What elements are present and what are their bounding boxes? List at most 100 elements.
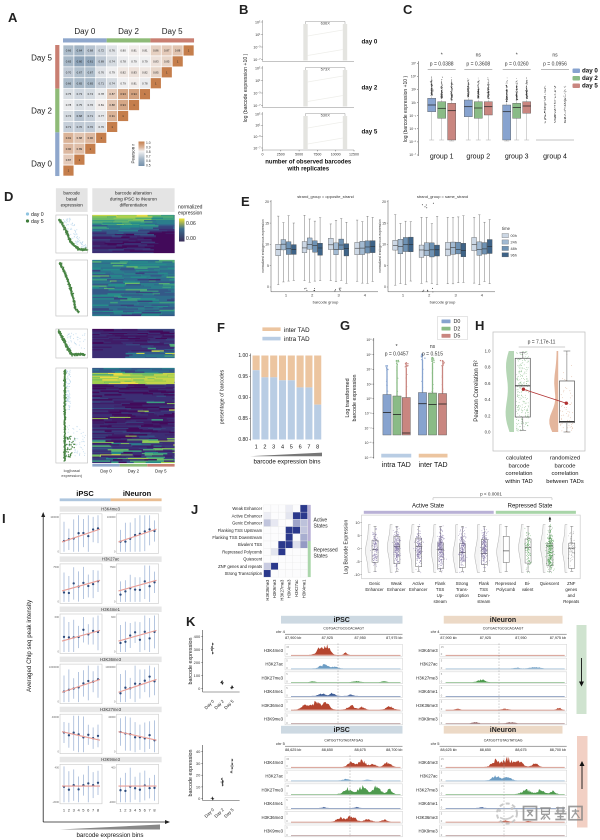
svg-text:Day 5: Day 5 (162, 27, 183, 36)
svg-text:strand_group = same_strand: strand_group = same_strand (417, 194, 468, 199)
svg-text:0: 0 (286, 666, 288, 670)
svg-text:0: 0 (441, 792, 443, 796)
svg-text:12500: 12500 (349, 153, 359, 157)
svg-text:and: and (568, 593, 576, 598)
svg-text:p = 0.0388: p = 0.0388 (430, 62, 454, 68)
svg-text:K: K (186, 614, 196, 629)
svg-text:0.79: 0.79 (120, 81, 126, 85)
svg-text:87,900 kb: 87,900 kb (440, 636, 456, 640)
svg-text:H3K9me3: H3K9me3 (418, 829, 438, 834)
svg-text:0.85: 0.85 (238, 416, 248, 422)
svg-text:2: 2 (68, 808, 71, 813)
svg-text:0.8: 0.8 (485, 365, 491, 370)
svg-text:636X: 636X (321, 21, 331, 26)
svg-text:0.9: 0.9 (146, 146, 151, 150)
svg-text:Active: Active (412, 581, 424, 586)
svg-text:H3K36me3: H3K36me3 (100, 657, 122, 662)
svg-text:300: 300 (194, 647, 201, 652)
svg-text:-2000: -2000 (109, 800, 116, 804)
svg-text:0.78: 0.78 (98, 92, 104, 96)
svg-text:1: 1 (68, 169, 70, 173)
svg-text:5: 5 (267, 264, 269, 268)
svg-text:intra TAD: intra TAD (382, 462, 411, 469)
svg-text:0: 0 (441, 707, 443, 711)
svg-text:10: 10 (265, 243, 269, 247)
svg-text:10⁰: 10⁰ (366, 397, 372, 401)
svg-text:chr 4: chr 4 (431, 629, 441, 634)
svg-text:expression: expression (61, 203, 84, 208)
svg-text:group 2: group 2 (466, 154, 490, 161)
svg-text:15: 15 (382, 221, 386, 225)
svg-text:H3K27ac: H3K27ac (265, 662, 284, 667)
svg-text:0.70: 0.70 (88, 125, 94, 129)
svg-text:88,650: 88,650 (322, 748, 333, 752)
svg-text:inter TAD: inter TAD (419, 462, 448, 469)
svg-text:Bi-: Bi- (525, 581, 531, 586)
svg-text:5: 5 (286, 771, 288, 775)
svg-text:0.85: 0.85 (164, 59, 170, 63)
svg-text:10⁻⁷: 10⁻⁷ (253, 104, 261, 108)
svg-text:0.87: 0.87 (66, 158, 72, 162)
svg-text:p = 0.0260: p = 0.0260 (505, 62, 529, 68)
svg-text:0: 0 (286, 805, 288, 809)
svg-text:0.72: 0.72 (98, 49, 104, 53)
svg-text:barcode alteration: barcode alteration (115, 191, 152, 196)
svg-text:Active State: Active State (412, 504, 445, 510)
svg-text:40: 40 (196, 749, 201, 754)
svg-text:0.88: 0.88 (109, 103, 115, 107)
svg-text:differentiation: differentiation (120, 203, 148, 208)
svg-text:10⁻³: 10⁻³ (253, 45, 261, 49)
svg-text:87,900 kb: 87,900 kb (285, 636, 301, 640)
svg-text:0: 0 (441, 778, 443, 782)
svg-text:1: 1 (166, 70, 168, 74)
svg-text:E: E (241, 194, 250, 209)
svg-text:5: 5 (139, 808, 142, 813)
svg-text:10⁻¹: 10⁻¹ (409, 114, 417, 118)
svg-text:stream: stream (434, 599, 448, 604)
svg-text:0.90: 0.90 (238, 395, 248, 401)
svg-text:time: time (502, 226, 511, 231)
svg-text:day 0: day 0 (362, 38, 378, 45)
svg-text:chr 5: chr 5 (276, 741, 286, 746)
svg-text:88,650: 88,650 (480, 748, 491, 752)
svg-text:7500: 7500 (53, 565, 59, 569)
svg-text:3: 3 (272, 445, 275, 451)
svg-text:40000: 40000 (108, 715, 116, 719)
svg-text:H3K9me3: H3K9me3 (264, 829, 284, 834)
svg-text:5: 5 (441, 686, 443, 690)
svg-text:2: 2 (263, 445, 266, 451)
svg-text:0: 0 (286, 819, 288, 823)
svg-text:H3K4me1: H3K4me1 (264, 689, 284, 694)
svg-text:0: 0 (441, 721, 443, 725)
svg-text:barcode expression: barcode expression (188, 749, 194, 796)
svg-text:iNeuron: iNeuron (123, 489, 152, 498)
svg-text:0.89: 0.89 (77, 147, 83, 151)
svg-text:6: 6 (299, 445, 302, 451)
svg-text:88,700 kb: 88,700 kb (550, 748, 566, 752)
svg-text:5: 5 (290, 445, 293, 451)
svg-text:48h: 48h (511, 247, 517, 251)
svg-text:H: H (475, 318, 484, 333)
svg-text:log (barcode expression +10: log (barcode expression +10 ) (243, 53, 249, 122)
svg-text:0.2: 0.2 (485, 413, 491, 418)
svg-text:0.74: 0.74 (88, 92, 94, 96)
svg-text:1: 1 (100, 136, 102, 140)
svg-text:group 4: group 4 (543, 154, 567, 161)
svg-text:H3K9me3: H3K9me3 (418, 717, 438, 722)
svg-text:iPSC: iPSC (334, 617, 350, 624)
svg-text:p = 0.0956: p = 0.0956 (543, 62, 567, 68)
svg-text:Log transformed: Log transformed (345, 378, 351, 417)
svg-text:5: 5 (286, 798, 288, 802)
svg-text:0: 0 (441, 666, 443, 670)
svg-text:1: 1 (122, 114, 124, 118)
svg-text:20: 20 (382, 200, 386, 204)
svg-text:15: 15 (441, 784, 444, 788)
svg-text:5: 5 (286, 825, 288, 829)
svg-text:0: 0 (286, 833, 288, 837)
svg-text:0.87: 0.87 (109, 92, 115, 96)
svg-text:Bivalent TSS: Bivalent TSS (238, 542, 262, 547)
svg-text:normalized endogenous expressi: normalized endogenous expression (378, 219, 382, 273)
svg-text:Day 5: Day 5 (155, 469, 167, 474)
svg-text:D0: D0 (454, 319, 461, 325)
svg-text:5: 5 (441, 771, 443, 775)
